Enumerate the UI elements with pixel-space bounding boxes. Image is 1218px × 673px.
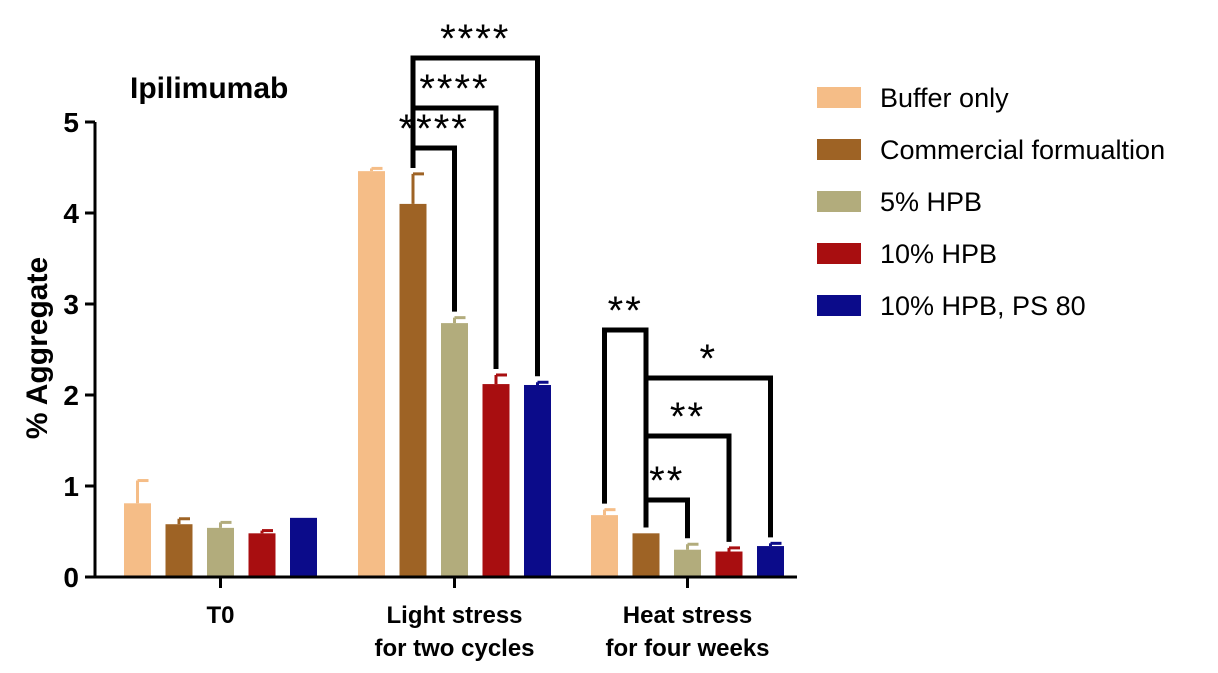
legend-label-2: 5% HPB: [880, 187, 982, 217]
x-tick-label-1-1: for two cycles: [374, 635, 534, 662]
bar-1-4: [524, 384, 551, 577]
y-tick-label-5: 5: [63, 107, 79, 138]
significance-bracket-6: [643, 375, 773, 538]
x-tick-label-2-1: for four weeks: [605, 635, 769, 662]
bar-0-4: [290, 517, 317, 577]
x-tick-label-0-0: T0: [206, 602, 234, 629]
significance-label-3: **: [608, 289, 643, 333]
y-axis-title: % Aggregate: [21, 257, 54, 439]
legend-swatch-4: [817, 295, 861, 316]
bar-1-2: [441, 323, 468, 577]
x-tick-label-1-0: Light stress: [386, 602, 522, 629]
bar-2-4: [757, 546, 784, 577]
significance-label-6: *: [699, 337, 717, 381]
plot-area: 0 1 2 3 4 5 T0 Light stress for two cycles Heat s…: [63, 17, 797, 662]
bar-0-0: [124, 503, 151, 577]
bar-2-0: [591, 515, 618, 577]
bar-1-0: [358, 171, 385, 577]
bar-2-1: [632, 533, 660, 577]
bar-2-2: [674, 549, 701, 577]
legend-label-4: 10% HPB, PS 80: [880, 291, 1086, 321]
y-tick-label-3: 3: [63, 289, 79, 320]
y-tick-label-4: 4: [63, 198, 79, 229]
x-tick-label-2-0: Heat stress: [623, 602, 752, 629]
bar-0-3: [248, 533, 276, 577]
significance-bracket-3: [602, 327, 649, 528]
bar-1-3: [482, 384, 510, 577]
bar-0-2: [207, 527, 234, 577]
legend-swatch-3: [817, 243, 861, 264]
legend: Buffer only Commercial formualtion 5% HPB 1…: [817, 83, 1165, 321]
significance-label-2: ****: [440, 17, 510, 61]
legend-label-1: Commercial formualtion: [880, 135, 1165, 165]
y-tick-label-2: 2: [63, 380, 79, 411]
bar-1-1: [399, 203, 427, 577]
bar-2-3: [715, 551, 743, 577]
legend-swatch-0: [817, 87, 861, 108]
bar-0-1: [165, 524, 193, 577]
chart-title: Ipilimumab: [130, 72, 288, 105]
significance-label-1: ****: [419, 67, 489, 111]
legend-swatch-2: [817, 191, 861, 212]
y-tick-label-1: 1: [63, 471, 79, 502]
significance-label-5: **: [670, 395, 705, 439]
significance-label-0: ****: [399, 107, 469, 151]
y-tick-label-0: 0: [63, 562, 79, 593]
legend-label-0: Buffer only: [880, 83, 1009, 113]
legend-label-3: 10% HPB: [880, 239, 997, 269]
significance-label-4: **: [649, 459, 684, 503]
significance-bracket-2: [410, 55, 540, 377]
significance-bracket-4: [643, 497, 690, 539]
legend-swatch-1: [817, 139, 861, 160]
